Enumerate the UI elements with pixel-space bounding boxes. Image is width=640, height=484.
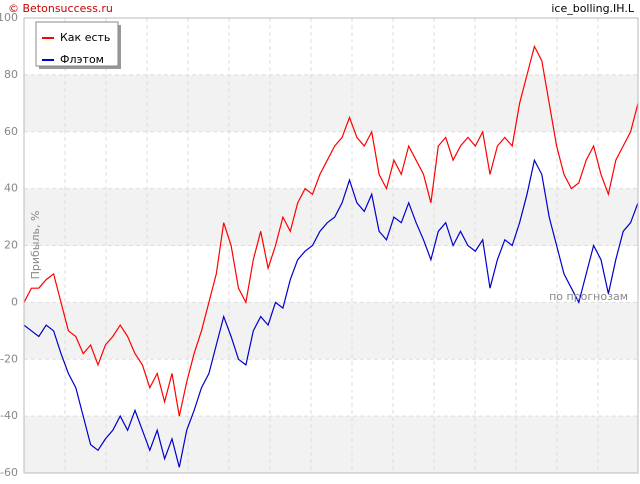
legend-label: Как есть bbox=[60, 31, 110, 44]
chart-subtitle: ice_bolling.IH.L bbox=[551, 2, 635, 15]
annotation: по прогнозам bbox=[549, 290, 628, 303]
bands bbox=[24, 74, 638, 473]
y-tick-label: -60 bbox=[0, 466, 18, 479]
y-axis-label: Прибыль, % bbox=[29, 211, 42, 280]
y-tick-label: -40 bbox=[0, 409, 18, 422]
plot-frame bbox=[23, 17, 639, 474]
y-tick-label: 100 bbox=[0, 11, 18, 24]
legend: Как есть Флэтом bbox=[42, 31, 110, 66]
legend-box bbox=[35, 21, 119, 67]
legend-label: Флэтом bbox=[60, 53, 104, 66]
y-tick-label: 20 bbox=[4, 239, 18, 252]
y-tick-label: 0 bbox=[11, 295, 18, 308]
y-tick-label: -20 bbox=[0, 352, 18, 365]
series-line bbox=[23, 44, 639, 417]
band bbox=[24, 302, 638, 360]
band bbox=[24, 416, 638, 473]
band bbox=[24, 74, 638, 132]
y-tick-label: 40 bbox=[4, 182, 18, 195]
series-line bbox=[23, 158, 639, 468]
y-tick-label: 60 bbox=[4, 125, 18, 138]
chart-title: © Betonsuccess.ru bbox=[8, 2, 113, 15]
y-tick-label: 80 bbox=[4, 68, 18, 81]
band bbox=[24, 188, 638, 246]
lines bbox=[23, 44, 639, 468]
